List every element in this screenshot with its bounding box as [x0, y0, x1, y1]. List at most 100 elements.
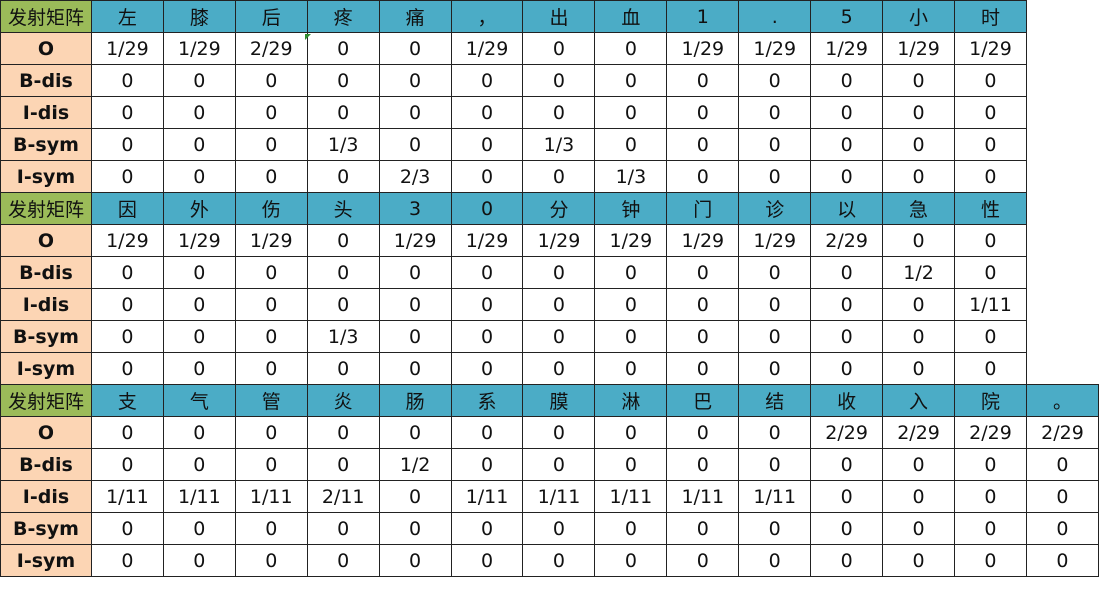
char-header-cell[interactable]: 分	[522, 192, 596, 225]
probability-cell[interactable]: 0	[234, 96, 308, 129]
probability-cell[interactable]: 0	[162, 128, 236, 161]
probability-cell[interactable]: 0	[954, 128, 1027, 161]
probability-cell[interactable]: 0	[594, 352, 668, 385]
probability-cell[interactable]: 0	[90, 128, 164, 161]
probability-cell[interactable]: 0	[450, 416, 524, 449]
matrix-title-cell[interactable]: 发射矩阵	[0, 384, 92, 417]
char-header-cell[interactable]: 入	[882, 384, 956, 417]
probability-cell[interactable]: 0	[522, 544, 596, 577]
probability-cell[interactable]: 0	[594, 288, 668, 321]
probability-cell[interactable]: 0	[810, 512, 884, 545]
probability-cell[interactable]: 0	[90, 288, 164, 321]
probability-cell[interactable]: 0	[522, 96, 596, 129]
probability-cell[interactable]: 1/29	[162, 32, 236, 65]
char-header-cell[interactable]: 诊	[738, 192, 812, 225]
probability-cell[interactable]: 0	[810, 160, 884, 193]
probability-cell[interactable]: 0	[594, 32, 668, 65]
probability-cell[interactable]: 0	[378, 416, 452, 449]
probability-cell[interactable]: 0	[306, 448, 380, 481]
probability-cell[interactable]: 0	[90, 64, 164, 97]
tag-label-cell[interactable]: I-dis	[0, 288, 92, 321]
probability-cell[interactable]: 0	[306, 288, 380, 321]
probability-cell[interactable]: 0	[234, 160, 308, 193]
probability-cell[interactable]: 0	[522, 448, 596, 481]
probability-cell[interactable]: 0	[738, 64, 812, 97]
probability-cell[interactable]: 0	[522, 160, 596, 193]
probability-cell[interactable]: 0	[90, 416, 164, 449]
probability-cell[interactable]: 1/11	[954, 288, 1027, 321]
probability-cell[interactable]: 0	[594, 512, 668, 545]
probability-cell[interactable]: 0	[738, 352, 812, 385]
probability-cell[interactable]: 0	[522, 512, 596, 545]
probability-cell[interactable]: 0	[90, 544, 164, 577]
probability-cell[interactable]: 0	[378, 352, 452, 385]
probability-cell[interactable]: 0	[234, 416, 308, 449]
probability-cell[interactable]: 0	[450, 256, 524, 289]
probability-cell[interactable]: 1/11	[162, 480, 236, 513]
probability-cell[interactable]: 0	[882, 160, 956, 193]
probability-cell[interactable]: 0	[450, 288, 524, 321]
probability-cell[interactable]: 0	[594, 96, 668, 129]
probability-cell[interactable]: 2/29	[234, 32, 308, 65]
probability-cell[interactable]: 0	[954, 352, 1027, 385]
probability-cell[interactable]: 0	[306, 352, 380, 385]
probability-cell[interactable]: 0	[954, 160, 1027, 193]
probability-cell[interactable]: 0	[162, 512, 236, 545]
probability-cell[interactable]: 0	[810, 96, 884, 129]
char-header-cell[interactable]: 因	[90, 192, 164, 225]
probability-cell[interactable]: 0	[810, 128, 884, 161]
probability-cell[interactable]: 0	[378, 288, 452, 321]
probability-cell[interactable]: 0	[306, 224, 380, 257]
probability-cell[interactable]: 0	[378, 544, 452, 577]
probability-cell[interactable]: 0	[882, 288, 956, 321]
probability-cell[interactable]: 0	[162, 160, 236, 193]
char-header-cell[interactable]: .	[738, 0, 812, 33]
char-header-cell[interactable]: 巴	[666, 384, 740, 417]
probability-cell[interactable]: 0	[306, 544, 380, 577]
char-header-cell[interactable]: 系	[450, 384, 524, 417]
probability-cell[interactable]: 2/29	[1025, 416, 1099, 449]
probability-cell[interactable]: 1/29	[90, 32, 164, 65]
probability-cell[interactable]: 0	[738, 128, 812, 161]
probability-cell[interactable]: 0	[594, 416, 668, 449]
probability-cell[interactable]: 2/29	[882, 416, 956, 449]
char-header-cell[interactable]: 管	[234, 384, 308, 417]
probability-cell[interactable]: 0	[882, 128, 956, 161]
probability-cell[interactable]: 0	[738, 256, 812, 289]
char-header-cell[interactable]: 小	[882, 0, 956, 33]
probability-cell[interactable]: 0	[234, 352, 308, 385]
probability-cell[interactable]: 1/29	[882, 32, 956, 65]
probability-cell[interactable]: 0	[1025, 544, 1099, 577]
probability-cell[interactable]: 0	[234, 448, 308, 481]
probability-cell[interactable]: 1/29	[810, 32, 884, 65]
probability-cell[interactable]: 1/3	[306, 128, 380, 161]
probability-cell[interactable]: 1/29	[738, 224, 812, 257]
probability-cell[interactable]: 1/3	[522, 128, 596, 161]
probability-cell[interactable]: 0	[522, 32, 596, 65]
probability-cell[interactable]: 1/29	[522, 224, 596, 257]
probability-cell[interactable]: 0	[738, 416, 812, 449]
char-header-cell[interactable]: 0	[450, 192, 524, 225]
probability-cell[interactable]: 0	[594, 320, 668, 353]
probability-cell[interactable]: 0	[162, 544, 236, 577]
char-header-cell[interactable]: 5	[810, 0, 884, 33]
probability-cell[interactable]: 0	[882, 352, 956, 385]
probability-cell[interactable]: 0	[90, 512, 164, 545]
probability-cell[interactable]: 0	[666, 96, 740, 129]
probability-cell[interactable]: 1/29	[234, 224, 308, 257]
probability-cell[interactable]: 0	[90, 96, 164, 129]
probability-cell[interactable]: 0	[378, 480, 452, 513]
probability-cell[interactable]: 0	[810, 352, 884, 385]
probability-cell[interactable]: 1/11	[450, 480, 524, 513]
probability-cell[interactable]: 0	[450, 128, 524, 161]
probability-cell[interactable]: 0	[450, 352, 524, 385]
probability-cell[interactable]: 0	[450, 160, 524, 193]
probability-cell[interactable]: 0	[378, 320, 452, 353]
probability-cell[interactable]: 0	[882, 480, 956, 513]
probability-cell[interactable]: 0	[882, 64, 956, 97]
probability-cell[interactable]: 0	[162, 96, 236, 129]
tag-label-cell[interactable]: B-sym	[0, 128, 92, 161]
probability-cell[interactable]: 0	[810, 64, 884, 97]
probability-cell[interactable]: 0	[378, 32, 452, 65]
matrix-title-cell[interactable]: 发射矩阵	[0, 0, 92, 33]
